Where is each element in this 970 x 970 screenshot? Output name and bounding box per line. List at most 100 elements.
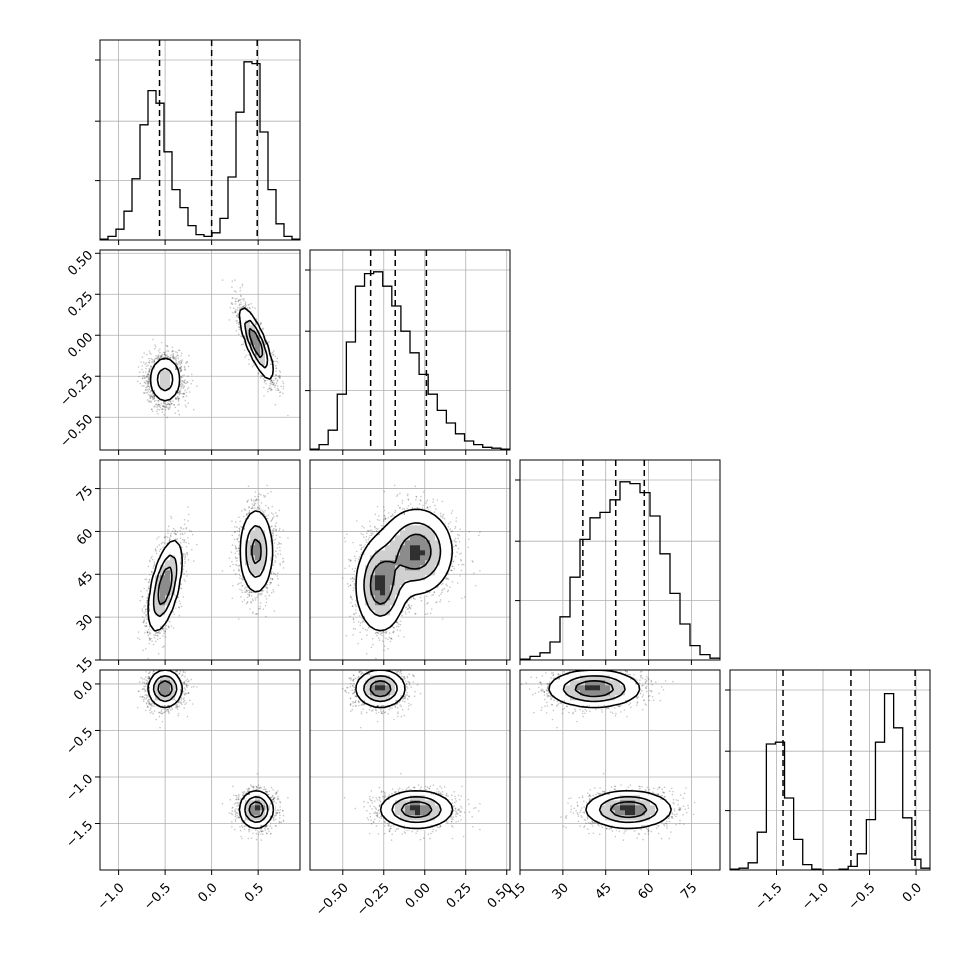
- density-cell: [160, 385, 166, 391]
- sample-point: [152, 398, 155, 400]
- sample-point: [269, 384, 271, 387]
- sample-point: [279, 553, 282, 555]
- sample-point: [182, 533, 184, 536]
- x-tick-label: −0.25: [354, 880, 393, 919]
- sample-point: [184, 399, 186, 402]
- x-tick-label: 0.00: [403, 880, 434, 911]
- sample-point: [275, 377, 277, 380]
- sample-point: [155, 403, 157, 406]
- sample-point: [159, 406, 162, 409]
- sample-point: [183, 381, 186, 384]
- sample-point: [154, 347, 156, 350]
- sample-point: [163, 405, 165, 408]
- sample-point: [145, 367, 147, 370]
- sample-point: [257, 372, 260, 374]
- density-cell: [150, 370, 156, 376]
- sample-point: [150, 394, 152, 396]
- sample-point: [235, 290, 237, 293]
- sample-point: [248, 506, 250, 508]
- sample-point: [156, 403, 158, 405]
- sample-point: [169, 400, 171, 402]
- sample-point: [179, 363, 182, 366]
- sample-point: [188, 354, 190, 357]
- sample-point: [196, 385, 198, 388]
- sample-point: [179, 389, 181, 392]
- contour-line: [156, 319, 269, 392]
- sample-point: [245, 354, 248, 357]
- sample-point: [175, 398, 177, 400]
- sample-point: [171, 350, 174, 353]
- sample-point: [163, 402, 165, 405]
- sample-point: [278, 377, 281, 379]
- sample-point: [159, 348, 161, 350]
- sample-point: [153, 400, 156, 403]
- sample-point: [267, 388, 269, 391]
- sample-point: [144, 389, 147, 392]
- sample-point: [159, 351, 161, 354]
- sample-point: [166, 403, 168, 406]
- sample-point: [184, 379, 186, 382]
- sample-point: [142, 375, 144, 377]
- sample-point: [183, 386, 185, 388]
- sample-point: [248, 354, 250, 356]
- sample-point: [235, 320, 237, 322]
- density-cell: [265, 365, 271, 371]
- sample-point: [169, 400, 172, 403]
- density-cell: [165, 385, 171, 391]
- sample-point: [274, 403, 277, 406]
- density-cell: [245, 310, 251, 316]
- scatter-panel-1-0: [95, 249, 301, 455]
- sample-point: [276, 547, 279, 549]
- density-cell: [240, 315, 246, 321]
- sample-point: [181, 375, 184, 377]
- sample-point: [268, 341, 271, 343]
- sample-point: [169, 405, 171, 408]
- sample-point: [169, 404, 171, 406]
- sample-point: [274, 374, 277, 376]
- sample-point: [163, 414, 165, 416]
- sample-point: [231, 280, 234, 283]
- sample-point: [158, 409, 161, 411]
- sample-point: [173, 357, 175, 359]
- sample-point: [279, 395, 281, 397]
- sample-point: [157, 354, 160, 357]
- sample-point: [176, 398, 178, 400]
- sample-point: [244, 303, 247, 306]
- sample-point: [269, 382, 272, 385]
- scatter-panel-2-0: [95, 459, 301, 679]
- sample-point: [162, 408, 164, 411]
- sample-point: [182, 393, 185, 395]
- sample-point: [277, 387, 279, 390]
- sample-point: [180, 546, 183, 549]
- sample-point: [175, 351, 177, 353]
- sample-point: [180, 370, 182, 372]
- sample-point: [150, 365, 153, 368]
- sample-point: [237, 299, 240, 302]
- density-cell: [240, 325, 246, 331]
- sample-point: [238, 323, 240, 326]
- sample-point: [177, 354, 179, 357]
- sample-point: [166, 345, 169, 348]
- sample-point: [138, 677, 140, 679]
- sample-point: [271, 388, 273, 391]
- sample-point: [264, 605, 267, 607]
- sample-point: [177, 397, 180, 400]
- histogram-panel-1: [305, 249, 511, 455]
- sample-point: [152, 410, 154, 413]
- sample-point: [157, 350, 160, 352]
- sample-point: [165, 405, 168, 408]
- sample-point: [187, 402, 189, 405]
- sample-point: [150, 366, 152, 368]
- sample-point: [273, 379, 275, 382]
- sample-point: [146, 385, 149, 387]
- sample-point: [230, 302, 233, 304]
- sample-point: [158, 403, 160, 406]
- sample-point: [180, 365, 183, 368]
- sample-point: [172, 357, 175, 360]
- sample-point: [237, 547, 240, 550]
- sample-point: [272, 383, 275, 386]
- sample-point: [144, 363, 146, 365]
- sample-point: [148, 357, 150, 360]
- sample-point: [251, 306, 254, 309]
- density-cell: [175, 375, 181, 381]
